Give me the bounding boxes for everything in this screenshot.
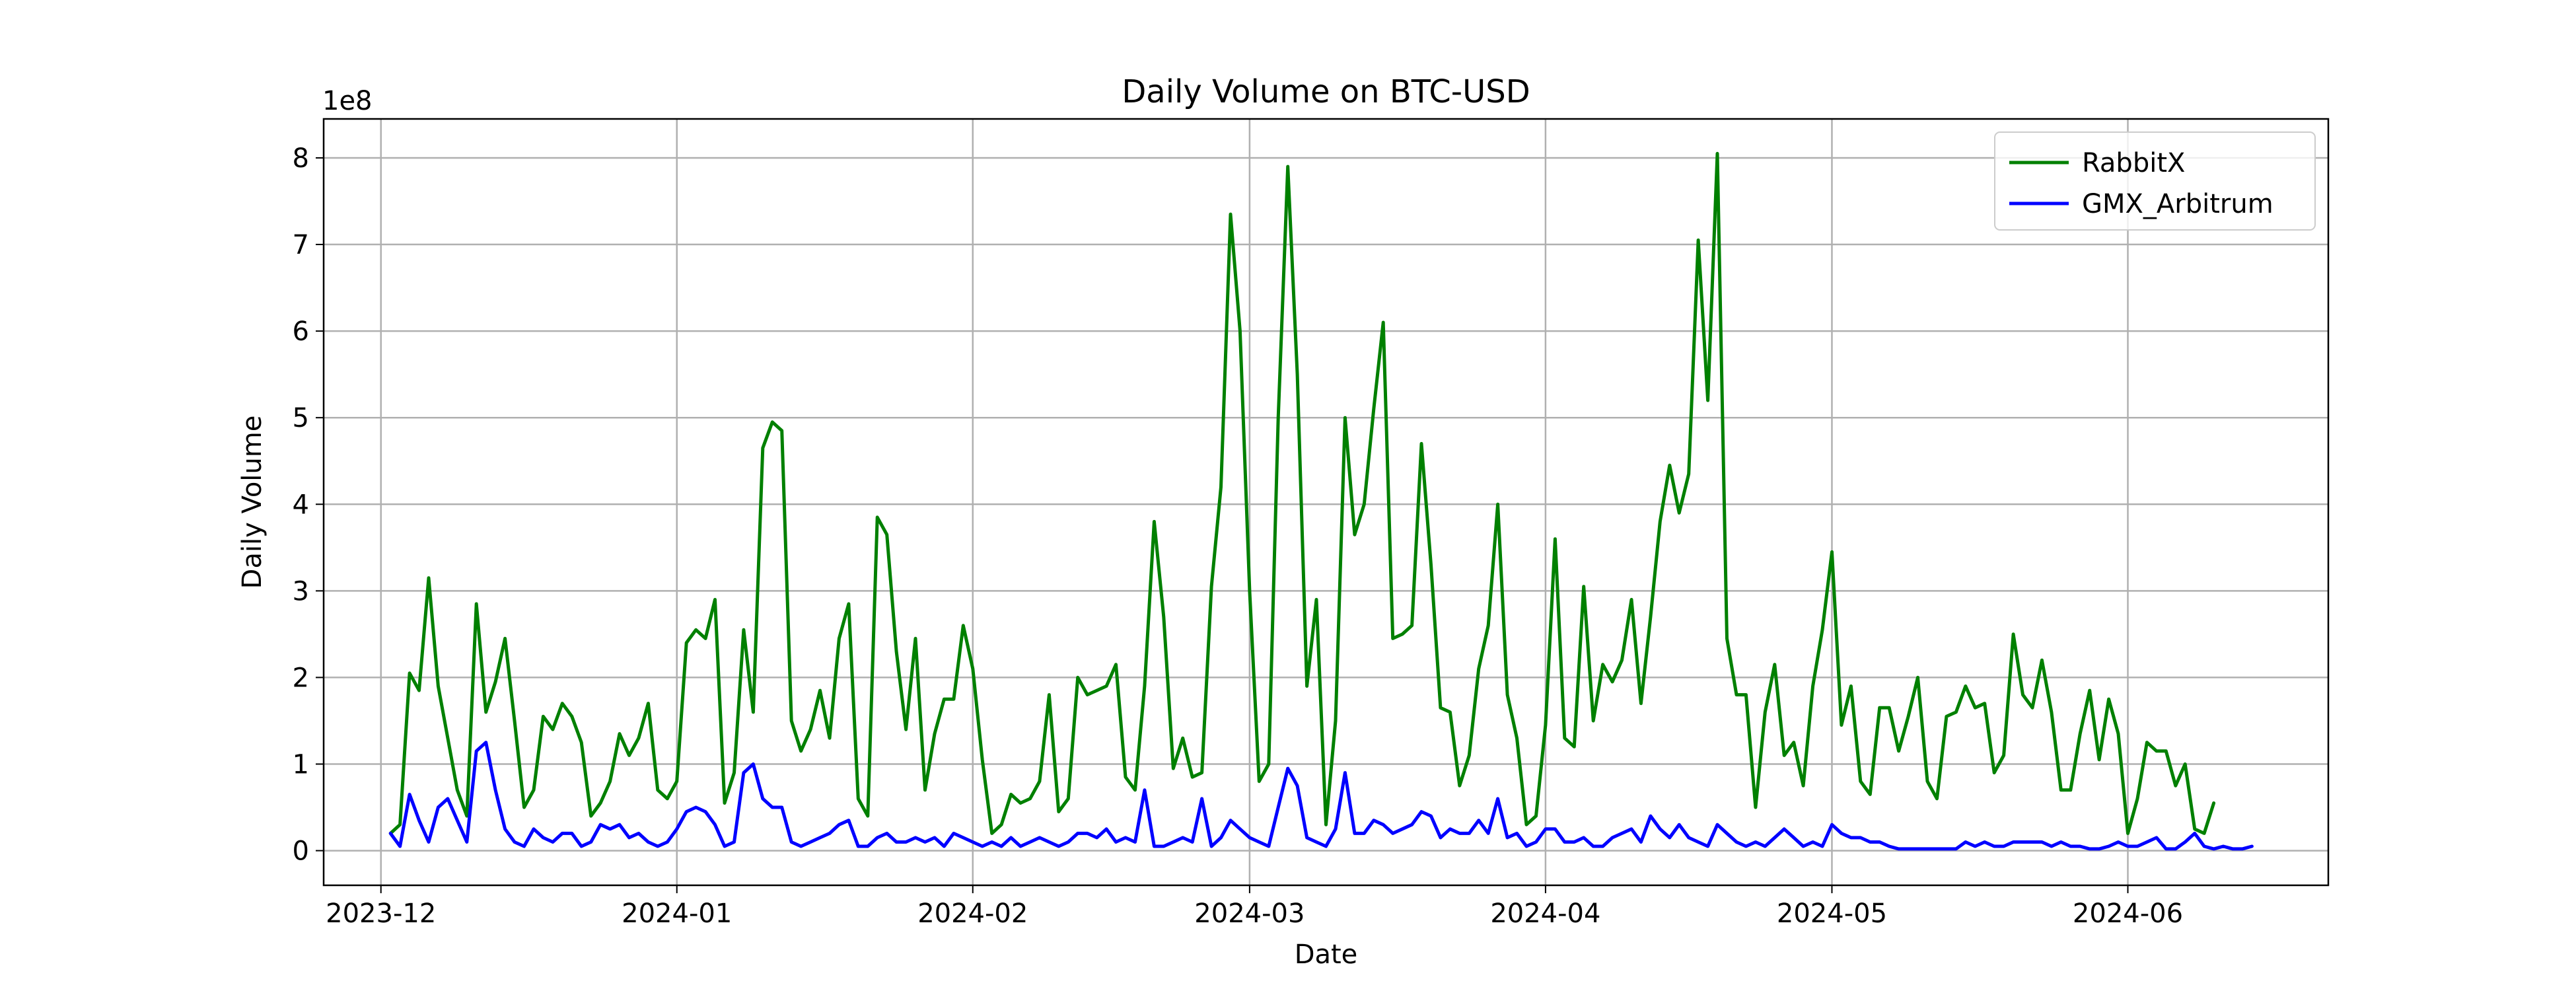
x-tick-label: 2024-03 <box>1194 899 1305 929</box>
series-lines <box>388 151 2254 851</box>
y-tick-label: 6 <box>293 316 309 347</box>
legend-label: RabbitX <box>2082 148 2185 178</box>
y-tick-label: 4 <box>293 490 309 520</box>
y-tick-label: 0 <box>293 836 309 867</box>
legend-box <box>1994 131 2316 231</box>
legend-label: GMX_Arbitrum <box>2082 189 2273 219</box>
y-tick-label: 7 <box>293 230 309 260</box>
grid <box>324 119 2328 885</box>
x-axis-label: Date <box>1295 939 1358 970</box>
y-axis-label: Daily Volume <box>237 416 268 589</box>
series-line-rabbitx <box>388 151 2216 835</box>
x-tick-label: 2024-05 <box>1777 899 1887 929</box>
x-tick-label: 2024-06 <box>2073 899 2183 929</box>
series-line-gmx-arbitrum <box>388 741 2254 851</box>
legend: RabbitX GMX_Arbitrum <box>1994 131 2316 231</box>
plot-area-frame <box>322 118 2330 887</box>
y-tick-label: 5 <box>293 403 309 433</box>
y-tick-label: 8 <box>293 143 309 174</box>
axis-ticks: 2023-12 2024-01 2024-02 2024-03 2024-04 2024-… <box>293 143 2184 929</box>
chart-title: Daily Volume on BTC-USD <box>1122 73 1530 110</box>
y-tick-label: 2 <box>293 663 309 693</box>
x-tick-label: 2024-04 <box>1490 899 1600 929</box>
x-tick-label: 2023-12 <box>326 899 436 929</box>
y-axis-scale-label: 1e8 <box>322 86 373 116</box>
y-tick-label: 1 <box>293 749 309 780</box>
x-tick-label: 2024-02 <box>917 899 1028 929</box>
y-tick-label: 3 <box>293 576 309 606</box>
x-tick-label: 2024-01 <box>622 899 732 929</box>
